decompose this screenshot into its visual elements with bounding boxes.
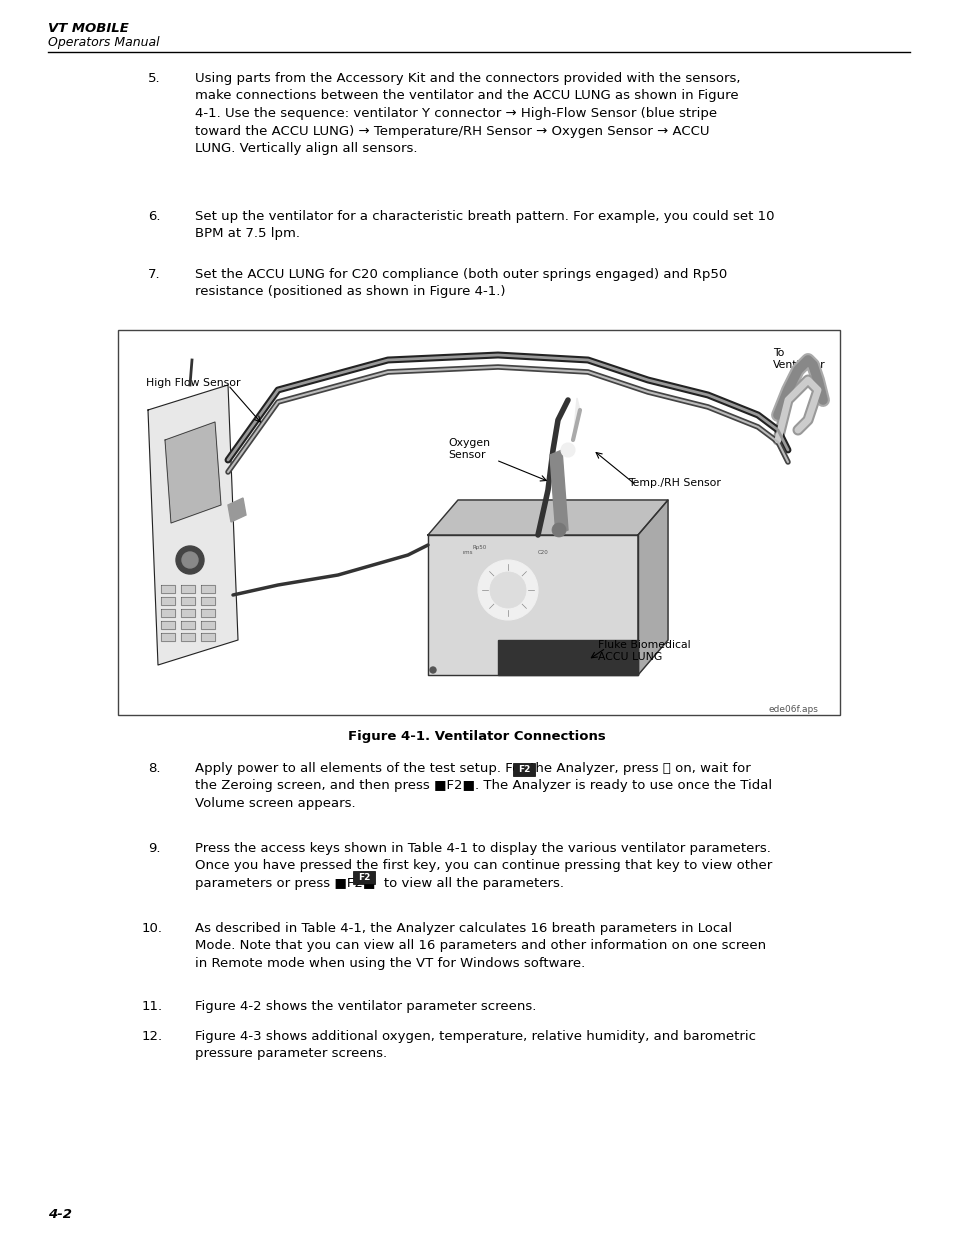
Text: Press the access keys shown in Table 4-1 to display the various ventilator param: Press the access keys shown in Table 4-1…	[194, 842, 771, 890]
Text: VT MOBILE: VT MOBILE	[48, 22, 129, 35]
Polygon shape	[161, 585, 174, 593]
Text: 6.: 6.	[148, 210, 160, 224]
Text: 4-2: 4-2	[48, 1208, 71, 1221]
Bar	[118, 330, 840, 715]
Polygon shape	[148, 385, 237, 664]
Polygon shape	[497, 640, 638, 676]
Polygon shape	[181, 621, 194, 629]
Polygon shape	[161, 634, 174, 641]
Polygon shape	[428, 535, 638, 676]
Polygon shape	[201, 609, 214, 618]
Polygon shape	[181, 585, 194, 593]
Text: C20: C20	[537, 550, 548, 555]
Text: To
Ventilator: To Ventilator	[772, 348, 824, 369]
Circle shape	[552, 522, 565, 537]
Polygon shape	[228, 498, 246, 522]
Polygon shape	[201, 621, 214, 629]
Text: 10.: 10.	[142, 923, 163, 935]
Text: 12.: 12.	[142, 1030, 163, 1044]
Polygon shape	[161, 597, 174, 605]
Polygon shape	[165, 422, 221, 522]
Text: Operators Manual: Operators Manual	[48, 36, 159, 49]
Polygon shape	[201, 597, 214, 605]
Polygon shape	[550, 450, 567, 535]
Text: 5.: 5.	[148, 72, 160, 85]
Text: Set the ACCU LUNG for C20 compliance (both outer springs engaged) and Rp50
resis: Set the ACCU LUNG for C20 compliance (bo…	[194, 268, 726, 299]
Text: Oxygen
Sensor: Oxygen Sensor	[448, 438, 490, 459]
Text: F2: F2	[357, 873, 370, 883]
Bar	[513, 763, 535, 776]
Circle shape	[578, 435, 593, 450]
Text: Set up the ventilator for a characteristic breath pattern. For example, you coul: Set up the ventilator for a characterist…	[194, 210, 774, 241]
Text: F2: F2	[517, 766, 530, 774]
Polygon shape	[161, 621, 174, 629]
Circle shape	[182, 552, 198, 568]
Text: Rp50: Rp50	[473, 545, 487, 550]
Polygon shape	[201, 634, 214, 641]
Circle shape	[477, 559, 537, 620]
Text: Using parts from the Accessory Kit and the connectors provided with the sensors,: Using parts from the Accessory Kit and t…	[194, 72, 740, 156]
Bar	[353, 871, 375, 884]
Text: Fluke Biomedical
ACCU LUNG: Fluke Biomedical ACCU LUNG	[598, 640, 690, 662]
Polygon shape	[161, 609, 174, 618]
Polygon shape	[201, 585, 214, 593]
Polygon shape	[181, 609, 194, 618]
Text: ede06f.aps: ede06f.aps	[767, 705, 817, 714]
Text: Figure 4-2 shows the ventilator parameter screens.: Figure 4-2 shows the ventilator paramete…	[194, 1000, 536, 1013]
Polygon shape	[428, 500, 667, 535]
Text: 7.: 7.	[148, 268, 160, 282]
Text: 9.: 9.	[148, 842, 160, 855]
Circle shape	[560, 443, 575, 457]
Text: Temp./RH Sensor: Temp./RH Sensor	[627, 478, 720, 488]
Polygon shape	[638, 500, 667, 676]
Text: 8.: 8.	[148, 762, 160, 776]
Polygon shape	[181, 634, 194, 641]
Text: rms: rms	[462, 550, 473, 555]
Text: Figure 4-1. Ventilator Connections: Figure 4-1. Ventilator Connections	[348, 730, 605, 743]
Polygon shape	[181, 597, 194, 605]
Circle shape	[490, 572, 525, 608]
Text: As described in Table 4-1, the Analyzer calculates 16 breath parameters in Local: As described in Table 4-1, the Analyzer …	[194, 923, 765, 969]
Circle shape	[430, 667, 436, 673]
Polygon shape	[573, 398, 579, 440]
Text: High Flow Sensor: High Flow Sensor	[146, 378, 240, 388]
Text: Figure 4-3 shows additional oxygen, temperature, relative humidity, and barometr: Figure 4-3 shows additional oxygen, temp…	[194, 1030, 755, 1061]
Text: 11.: 11.	[142, 1000, 163, 1013]
Text: Apply power to all elements of the test setup. For the Analyzer, press ⓘ on, wai: Apply power to all elements of the test …	[194, 762, 771, 810]
Circle shape	[175, 546, 204, 574]
